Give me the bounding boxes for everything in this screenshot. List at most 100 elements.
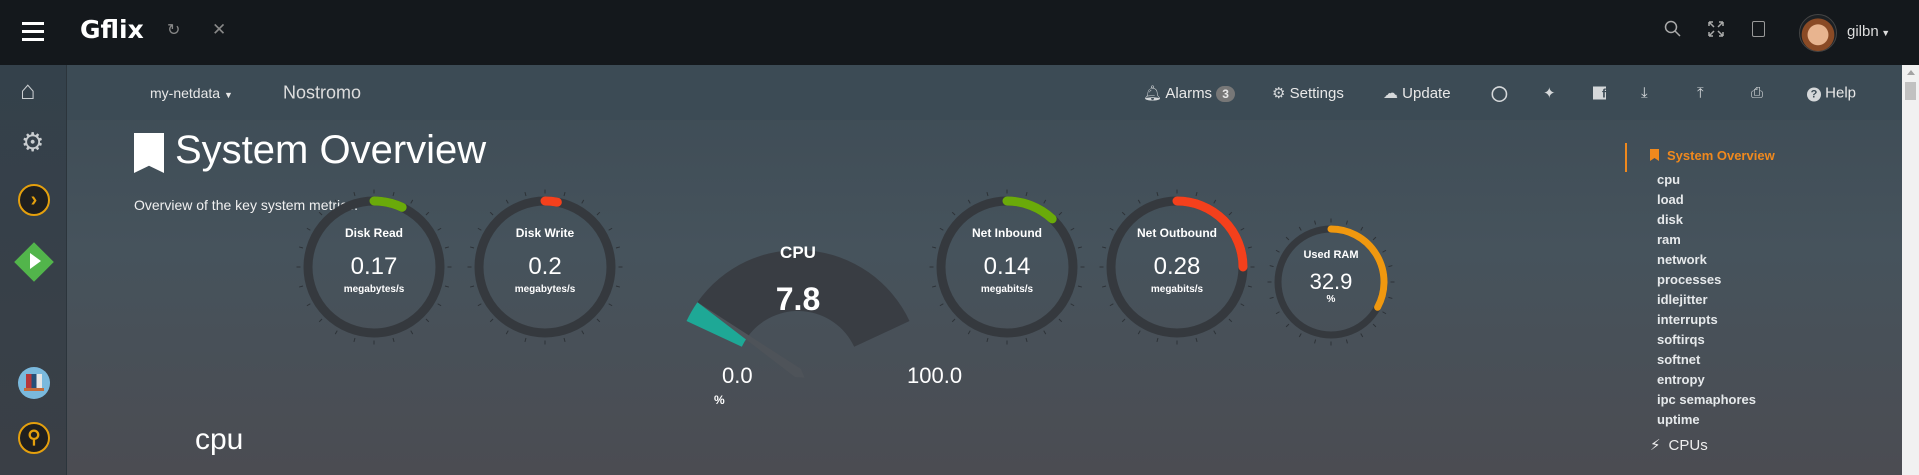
ombi-search-icon[interactable]: ⚲ bbox=[18, 422, 50, 454]
gauge-tick bbox=[1109, 227, 1114, 231]
netdata-header: my-netdata ▼ Nostromo 🔔︎ Alarms 3 ⚙ Sett… bbox=[67, 65, 1902, 120]
gauge-tick bbox=[425, 211, 430, 216]
toc-item-softirqs[interactable]: softirqs bbox=[1657, 332, 1705, 347]
gauge-tick bbox=[986, 192, 989, 197]
toc-item-interrupts[interactable]: interrupts bbox=[1657, 312, 1718, 327]
toc-section-cpus[interactable]: ⚡︎ CPUs bbox=[1650, 436, 1708, 454]
gauge-fill-arc bbox=[540, 196, 562, 207]
alarms-button[interactable]: 🔔︎ Alarms 3 bbox=[1143, 84, 1235, 102]
toc-item-ram[interactable]: ram bbox=[1657, 232, 1681, 247]
fullscreen-icon[interactable] bbox=[1707, 20, 1725, 43]
search-icon[interactable] bbox=[1664, 20, 1682, 38]
toc-item-disk[interactable]: disk bbox=[1657, 212, 1684, 227]
gauge-tick bbox=[334, 330, 338, 335]
gauge-unit: megabits/s bbox=[980, 284, 1034, 295]
gauge-title: Used RAM bbox=[1303, 249, 1359, 261]
settings-gear-icon[interactable]: ⚙ bbox=[21, 127, 45, 157]
gauge-tick bbox=[1156, 337, 1159, 342]
toc-item-ipc-semaphores[interactable]: ipc semaphores bbox=[1657, 392, 1756, 407]
gauge-tick bbox=[1388, 265, 1393, 268]
gauge-graphic bbox=[1267, 218, 1395, 346]
gauge-tick bbox=[410, 330, 414, 335]
gauge-tick bbox=[596, 211, 601, 216]
gauge-tick bbox=[318, 318, 323, 323]
toc-item-uptime[interactable]: uptime bbox=[1657, 412, 1700, 427]
twitter-icon[interactable]: ✦ bbox=[1543, 85, 1556, 102]
toc-item-idlejitter[interactable]: idlejitter bbox=[1657, 292, 1708, 307]
user-menu[interactable]: gilbn ▼ bbox=[1847, 23, 1890, 40]
gauge-title: Net Outbound bbox=[1137, 226, 1217, 240]
gauge-fill-arc bbox=[1327, 225, 1388, 311]
gauge-tick bbox=[1275, 249, 1280, 253]
ubooquity-icon[interactable] bbox=[18, 367, 50, 399]
gauge-value: 0.2 bbox=[528, 253, 562, 280]
gauge-tick bbox=[967, 199, 971, 204]
gauge-tick bbox=[1360, 333, 1364, 338]
gauge-tick bbox=[1372, 323, 1377, 328]
gauge-tick bbox=[581, 330, 585, 335]
github-icon[interactable]: ◯ bbox=[1491, 85, 1508, 102]
bolt-icon: ⚡︎ bbox=[1650, 437, 1661, 454]
close-icon[interactable]: ✕ bbox=[212, 20, 227, 39]
gauge-tick bbox=[392, 337, 395, 342]
upload-icon[interactable]: ⤒ bbox=[1697, 84, 1704, 102]
cpu-gauge-max: 100.0 bbox=[907, 363, 963, 388]
gauge-tick bbox=[1025, 337, 1028, 342]
toc-item-network[interactable]: network bbox=[1657, 252, 1707, 267]
settings-button[interactable]: ⚙ Settings bbox=[1272, 84, 1344, 102]
scrollbar-thumb[interactable] bbox=[1905, 82, 1916, 100]
page-title: System Overview bbox=[175, 128, 487, 172]
gauge-tick bbox=[1345, 220, 1348, 225]
gauge-tick bbox=[1195, 192, 1198, 197]
print-icon[interactable]: ⎙ bbox=[1751, 84, 1764, 102]
bookmark-icon bbox=[1650, 149, 1659, 161]
gauge-tick bbox=[1058, 211, 1063, 216]
app-sidebar: ⌂ ⚙ › ⚲ bbox=[0, 65, 67, 475]
gauge-net-inbound: Net Inbound 0.14 megabits/s bbox=[926, 186, 1088, 348]
gauge-tick bbox=[1382, 311, 1387, 315]
alarms-label: Alarms bbox=[1165, 85, 1213, 102]
section-heading-cpu: cpu bbox=[195, 423, 244, 456]
gauge-graphic bbox=[296, 189, 452, 345]
toc-item-load[interactable]: load bbox=[1657, 192, 1684, 207]
gauge-tick bbox=[524, 337, 527, 342]
gauge-tick bbox=[489, 211, 494, 216]
translate-icon[interactable] bbox=[1752, 21, 1765, 37]
cpu-gauge-value-arc bbox=[686, 302, 748, 347]
caret-down-icon: ▼ bbox=[1878, 28, 1891, 38]
gauge-tick bbox=[299, 285, 304, 288]
update-button[interactable]: ☁ Update bbox=[1383, 84, 1451, 102]
facebook-icon[interactable]: f bbox=[1593, 86, 1606, 101]
gauge-tick bbox=[1247, 285, 1252, 288]
gauge-tick bbox=[1269, 265, 1274, 268]
toc-item-cpu[interactable]: cpu bbox=[1657, 172, 1681, 187]
alarms-badge: 3 bbox=[1216, 86, 1235, 102]
plex-icon[interactable]: › bbox=[18, 184, 50, 216]
toc-item-entropy[interactable]: entropy bbox=[1657, 372, 1705, 387]
gauge-tick bbox=[1070, 303, 1075, 307]
avatar[interactable] bbox=[1799, 14, 1837, 52]
gauge-tick bbox=[986, 337, 989, 342]
scrollbar[interactable] bbox=[1902, 65, 1919, 475]
gauge-tick bbox=[505, 199, 509, 204]
help-button[interactable]: ? Help bbox=[1807, 85, 1856, 102]
gauge-tick bbox=[1269, 296, 1274, 299]
gauge-tick bbox=[1298, 333, 1302, 338]
toc-item-processes[interactable]: processes bbox=[1657, 272, 1722, 287]
gear-icon: ⚙ bbox=[1272, 85, 1286, 102]
gauge-tick bbox=[1213, 199, 1217, 204]
gauge-tick bbox=[1228, 211, 1233, 216]
gauge-value: 0.14 bbox=[983, 253, 1031, 280]
toc-active-item[interactable]: System Overview bbox=[1650, 148, 1775, 163]
gauge-tick bbox=[1382, 249, 1387, 253]
gauge-tick bbox=[581, 199, 585, 204]
cpu-gauge: CPU 7.8 0.0 100.0 % bbox=[648, 243, 962, 443]
scroll-up-arrow[interactable] bbox=[1907, 70, 1915, 75]
refresh-icon[interactable]: ↻ bbox=[167, 22, 181, 39]
menu-icon[interactable] bbox=[22, 22, 44, 42]
gauge-tick bbox=[1240, 303, 1245, 307]
host-menu[interactable]: my-netdata ▼ bbox=[150, 85, 233, 101]
home-icon[interactable]: ⌂ bbox=[20, 75, 36, 105]
download-icon[interactable]: ⤓ bbox=[1641, 84, 1648, 102]
toc-item-softnet[interactable]: softnet bbox=[1657, 352, 1701, 367]
